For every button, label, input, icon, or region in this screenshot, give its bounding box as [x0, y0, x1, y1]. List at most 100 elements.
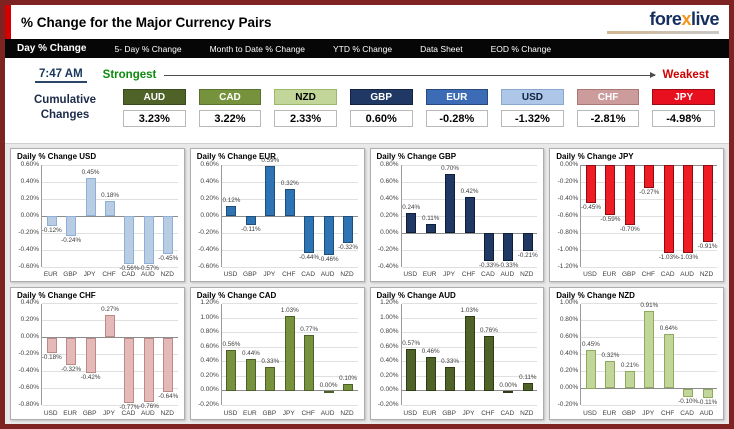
bar-value-label: 0.00%: [499, 381, 518, 389]
y-tick-label: 0.00%: [200, 386, 219, 394]
chart-title: Daily % Change GBP: [376, 152, 457, 161]
bar-usd: [226, 350, 237, 391]
x-category-label: GBP: [621, 271, 636, 278]
forexlive-logo[interactable]: forexlive: [607, 10, 720, 34]
x-category-label: USD: [43, 409, 58, 417]
chart-title: Daily % Change CHF: [17, 290, 96, 300]
x-category-label: AUD: [320, 409, 335, 417]
x-category-label: NZD: [160, 271, 174, 278]
bar-value-label: -1.03%: [678, 253, 699, 261]
bar-value-label: -0.11%: [241, 226, 261, 234]
x-category-label: CHF: [481, 409, 495, 417]
y-tick-label: -0.20%: [377, 245, 399, 253]
plot-area: 0.24% 0.11% 0.70% 0.42% -0.33% -0.33% -0.21%: [400, 164, 538, 270]
y-tick-label: 0.40%: [20, 177, 39, 185]
bar-eur: [245, 358, 256, 391]
header-accent-stripe: [5, 5, 11, 39]
gridline: [42, 303, 178, 304]
x-category-label: USD: [403, 271, 418, 278]
chart-chf: Daily % Change CHF -0.18% -0.32% -0.42% 0.27…: [10, 286, 185, 420]
page-title: % Change for the Major Currency Pairs: [21, 14, 272, 30]
x-category-label: EUR: [422, 409, 437, 417]
bar-jpy: [464, 315, 475, 391]
bar-nzd: [343, 216, 354, 244]
x-category-label: GBP: [442, 409, 456, 417]
bar-cad: [124, 337, 135, 403]
nav-item-month-to-date-change[interactable]: Month to Date % Change: [209, 43, 306, 54]
bar-nzd: [522, 233, 533, 251]
y-tick-label: -0.20%: [18, 228, 39, 236]
zero-axis-line: [221, 215, 358, 217]
x-category-label: USD: [403, 409, 418, 417]
bar-value-label: -0.70%: [619, 225, 640, 233]
x-category-label: CAD: [660, 271, 675, 278]
bar-value-label: -0.21%: [517, 251, 538, 259]
bar-value-label: 1.03%: [280, 306, 299, 314]
gridline: [221, 249, 358, 251]
gridline: [42, 405, 178, 406]
gridline: [42, 266, 178, 268]
cumulative-label-line1: Cumulative: [34, 94, 96, 106]
x-category-label: CHF: [641, 271, 655, 278]
y-tick-label: -0.40%: [557, 194, 579, 202]
bar-eur: [605, 361, 616, 389]
gridline: [221, 303, 358, 304]
bar-value-label: 0.32%: [280, 179, 299, 187]
gridline: [42, 371, 178, 372]
zero-axis-line: [221, 390, 358, 392]
cumulative-grid: AUD CAD NZD GBP EUR USD CHF JPY 3.23% 3.22% 2.33%…: [123, 89, 715, 127]
x-category-label: NZD: [699, 271, 714, 278]
nav-item-5-day-change[interactable]: 5- Day % Change: [114, 43, 182, 54]
bar-value-label: 0.64%: [659, 325, 678, 333]
gridline: [221, 405, 358, 406]
bar-gbp: [85, 337, 96, 374]
bar-aud: [503, 233, 514, 262]
plot-area: 0.45% 0.32% 0.21% 0.91% 0.64% -0.10% -0.11%: [580, 302, 717, 406]
y-tick-label: -0.40%: [18, 367, 39, 374]
chart-usd: Daily % Change USD -0.12% -0.24% 0.45% 0.18%…: [10, 148, 185, 282]
y-tick-label: 0.80%: [559, 316, 579, 323]
gridline: [581, 405, 717, 406]
y-tick-label: 0.00%: [559, 160, 579, 168]
bar-value-label: -0.45%: [158, 255, 179, 263]
y-tick-label: -0.40%: [377, 262, 399, 270]
gridline: [221, 232, 358, 234]
arrow-right-icon: [649, 71, 656, 78]
nav-item-ytd-change[interactable]: YTD % Change: [333, 43, 393, 54]
bar-value-label: -0.91%: [697, 243, 718, 251]
bar-value-label: -0.33%: [478, 262, 499, 270]
x-category-label: CAD: [680, 409, 694, 417]
bar-aud: [143, 216, 154, 265]
cumulative-value-usd: -1.32%: [501, 110, 564, 127]
bar-usd: [226, 205, 237, 216]
bar-jpy: [644, 311, 655, 389]
bar-jpy: [445, 173, 456, 233]
weakest-label: Weakest: [662, 69, 709, 81]
x-category-label: NZD: [160, 409, 174, 417]
y-tick-label: 1.00%: [559, 299, 579, 306]
plot-area: 0.57% 0.46% 0.33% 1.03% 0.76% 0.00% 0.11%: [400, 303, 538, 406]
y-tick-label: -0.20%: [198, 228, 219, 236]
x-category-label: CAD: [301, 271, 316, 278]
bar-value-label: 0.46%: [421, 348, 440, 356]
nav-item-data-sheet[interactable]: Data Sheet: [420, 43, 463, 54]
gridline: [42, 181, 178, 183]
nav-item-day-change[interactable]: Day % Change: [17, 43, 87, 54]
bar-chf: [284, 188, 295, 216]
cumulative-value-eur: -0.28%: [425, 110, 489, 127]
y-tick-label: 0.40%: [200, 357, 219, 365]
y-tick-label: -0.60%: [18, 384, 39, 391]
x-category-label: GBP: [82, 409, 97, 417]
bar-gbp: [265, 366, 276, 391]
currency-badge-chf: CHF: [576, 89, 640, 105]
x-category-label: AUD: [320, 271, 335, 278]
x-category-label: CHF: [102, 271, 116, 278]
nav-item-eod-change[interactable]: EOD % Change: [490, 43, 552, 54]
charts-grid: Daily % Change USD -0.12% -0.24% 0.45% 0.18%…: [5, 143, 729, 424]
bar-chf: [105, 200, 115, 216]
bar-value-label: -0.56%: [119, 264, 140, 272]
cumulative-value-jpy: -4.98%: [652, 110, 715, 127]
chart-title: Daily % Change NZD: [556, 290, 635, 300]
bar-value-label: -0.42%: [80, 374, 101, 382]
y-tick-label: 1.00%: [380, 313, 399, 321]
